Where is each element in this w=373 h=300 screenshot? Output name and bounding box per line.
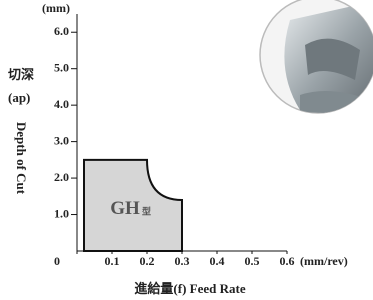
insert-photo (260, 0, 373, 120)
region-label: GH (110, 198, 140, 219)
y-tick-label: 3.0 (54, 133, 69, 147)
y-label-symbol: (ap) (8, 90, 30, 105)
y-tick-label: 5.0 (54, 60, 69, 74)
y-tick-label: 2.0 (54, 170, 69, 184)
x-tick-label: 0.1 (105, 254, 120, 268)
y-unit: (mm) (42, 1, 70, 15)
x-tick-label: 0 (54, 254, 60, 268)
region-suffix: 型 (142, 205, 151, 216)
x-tick-label: 0.3 (175, 254, 190, 268)
y-label: Depth of Cut (14, 122, 29, 195)
x-tick-label: 0.6 (280, 254, 295, 268)
x-tick-label: 0.5 (245, 254, 260, 268)
x-tick-label: 0.2 (140, 254, 155, 268)
y-tick-label: 1.0 (54, 206, 69, 220)
x-tick-label: 0.4 (210, 254, 225, 268)
y-tick-label: 4.0 (54, 97, 69, 111)
chart: (mm) 切深 (ap) Depth of Cut 進給量(f) Feed Ra… (0, 0, 373, 300)
y-tick-label: 6.0 (54, 24, 69, 38)
x-unit: (mm/rev) (300, 254, 348, 268)
x-label: 進給量(f) Feed Rate (134, 281, 245, 296)
y-label-zh: 切深 (8, 67, 34, 82)
